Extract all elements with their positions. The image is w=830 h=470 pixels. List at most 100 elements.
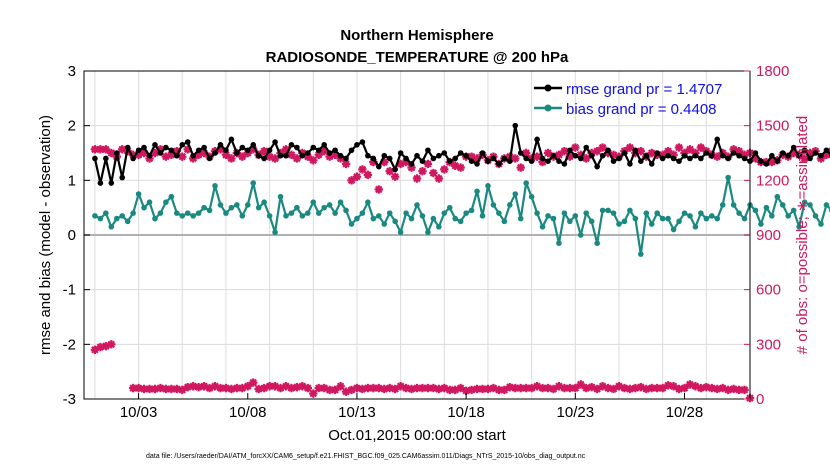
- rmse-point: [807, 155, 813, 162]
- rmse-point: [305, 150, 311, 156]
- obs-assimilated-point: [194, 150, 203, 160]
- rmse-point: [665, 152, 671, 159]
- bias-point: [801, 199, 808, 205]
- rmse-point: [621, 150, 628, 156]
- bias-point: [179, 213, 186, 219]
- obs-assimilated-point: [412, 174, 422, 183]
- obs-low-point: [538, 383, 547, 393]
- obs-low-point: [369, 383, 378, 393]
- bias-point: [605, 207, 611, 214]
- bias-point: [670, 226, 677, 233]
- rmse-point: [703, 150, 710, 156]
- obs-assimilated-point: [636, 146, 646, 156]
- rmse-point: [507, 158, 513, 164]
- bias-line: [94, 176, 830, 256]
- rmse-point: [605, 147, 611, 154]
- obs-assimilated-point: [429, 168, 438, 178]
- obs-assimilated-point: [658, 150, 667, 160]
- obs-assimilated-point: [674, 143, 684, 152]
- rmse-point: [577, 155, 584, 162]
- obs-assimilated-point: [303, 152, 313, 161]
- bias-point: [523, 180, 529, 186]
- rmse-point: [272, 139, 278, 145]
- chart-subtitle: RADIOSONDE_TEMPERATURE @ 200 hPa: [266, 49, 569, 66]
- rmse-point: [266, 147, 273, 154]
- bias-point: [365, 199, 371, 205]
- obs-low-point: [696, 383, 706, 393]
- obs-assimilated-point: [625, 143, 635, 152]
- bias-point: [534, 210, 540, 216]
- bias-point: [157, 210, 164, 216]
- data-file-footnote: data file: /Users/raeder/DAI/ATM_forcXX/…: [146, 453, 586, 460]
- bias-point: [708, 213, 715, 219]
- rmse-point: [741, 155, 748, 162]
- bias-point: [277, 193, 284, 200]
- obs-low-point: [723, 385, 733, 395]
- obs-assimilated-point: [374, 185, 383, 194]
- obs-low-point: [440, 383, 449, 393]
- rmse-point: [643, 152, 650, 159]
- obs-assimilated-point: [363, 170, 373, 180]
- obs-low-point: [472, 384, 482, 394]
- obs-low-point: [380, 384, 389, 394]
- bias-point: [507, 202, 513, 208]
- rmse-series: [92, 122, 830, 186]
- obs-assimilated-point: [571, 143, 580, 152]
- bias-point: [321, 204, 327, 211]
- obs-low-point: [139, 384, 149, 394]
- obs-low-point: [172, 384, 182, 394]
- rmse-point: [452, 155, 459, 162]
- bias-point: [124, 218, 131, 225]
- obs-low-point: [150, 384, 160, 394]
- bias-point: [474, 188, 480, 195]
- bias-point: [741, 215, 748, 222]
- rmse-point: [468, 158, 475, 164]
- bias-point: [223, 210, 229, 216]
- bias-point: [457, 218, 464, 225]
- obs-low-point: [134, 383, 143, 393]
- rmse-point: [632, 147, 639, 154]
- rmse-point: [283, 152, 289, 159]
- bias-point: [386, 210, 393, 216]
- legend-rmse-label: rmse grand pr = 1.4707: [566, 81, 722, 98]
- x-axis-label: Oct.01,2015 00:00:00 start: [328, 427, 506, 444]
- bias-point: [812, 213, 819, 219]
- bias-point: [228, 204, 235, 211]
- obs-low-point: [445, 385, 454, 395]
- bias-point: [627, 207, 633, 214]
- rmse-point: [228, 136, 235, 143]
- right-tick-label: 900: [756, 227, 781, 244]
- obs-low-point: [614, 382, 624, 391]
- obs-low-point: [281, 382, 291, 391]
- bias-point: [556, 240, 562, 246]
- obs-low-point: [609, 384, 618, 394]
- bias-point: [752, 207, 759, 214]
- obs-low-point: [232, 383, 242, 393]
- bias-point: [561, 210, 568, 216]
- bias-point: [348, 221, 355, 227]
- obs-assimilated-point: [118, 145, 127, 154]
- obs-low-point: [500, 385, 509, 395]
- obs-assimilated-point: [385, 167, 394, 176]
- rmse-point: [174, 152, 180, 159]
- rmse-point: [294, 144, 300, 151]
- bias-point: [163, 199, 169, 205]
- obs-assimilated-point: [265, 152, 274, 161]
- rmse-point: [201, 144, 207, 151]
- bias-point: [441, 210, 448, 216]
- obs-assimilated-point: [560, 146, 569, 156]
- rmse-point: [758, 158, 764, 164]
- rmse-point: [217, 142, 224, 148]
- rmse-point: [550, 152, 557, 159]
- bias-point: [703, 215, 710, 222]
- rmse-point: [583, 144, 590, 151]
- obs-low-point: [221, 383, 231, 393]
- obs-low-point: [178, 385, 187, 395]
- obs-assimilated-point: [440, 165, 449, 174]
- bias-point: [823, 202, 830, 208]
- bias-point: [785, 213, 792, 219]
- obs-count-series: [90, 143, 830, 403]
- rmse-point: [408, 161, 415, 167]
- left-tick-label: 1: [68, 172, 76, 189]
- obs-low-point: [259, 383, 269, 393]
